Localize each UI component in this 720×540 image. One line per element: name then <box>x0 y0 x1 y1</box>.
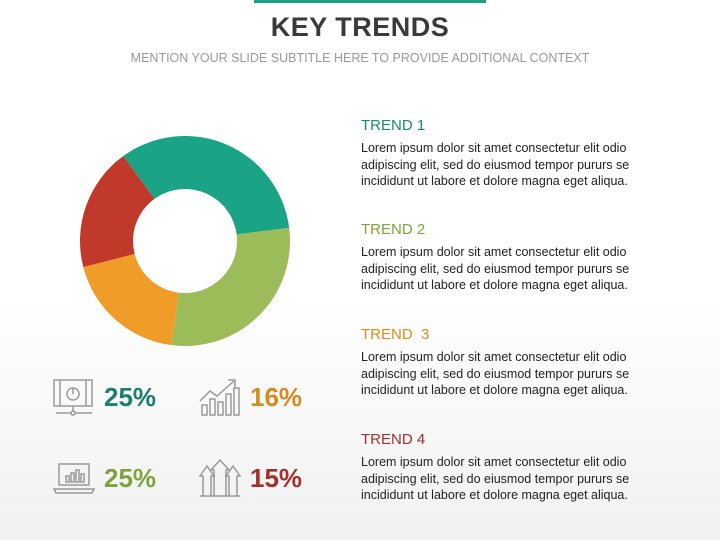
growth-chart-icon <box>199 379 240 416</box>
trend-body-2: Lorem ipsum dolor sit amet consectetur e… <box>361 245 630 292</box>
trend-item-1: TREND 1 Lorem ipsum dolor sit amet conse… <box>361 117 681 190</box>
trend-body-3: Lorem ipsum dolor sit amet consectetur e… <box>361 350 630 397</box>
trend-heading-4: TREND 4 <box>361 431 426 448</box>
stat-value-3: 25% <box>104 462 157 493</box>
slide-subtitle: MENTION YOUR SLIDE SUBTITLE HERE TO PROV… <box>130 51 590 65</box>
trend-heading-1: TREND 1 <box>361 117 426 134</box>
trend-item-3: TREND 3 Lorem ipsum dolor sit amet conse… <box>361 326 681 399</box>
trend-heading-2: TREND 2 <box>361 221 426 238</box>
slide-title: KEY TRENDS <box>270 12 450 42</box>
trend-body-1: Lorem ipsum dolor sit amet consectetur e… <box>361 141 630 188</box>
stat-item-1: 25% <box>52 377 156 417</box>
stat-value-4: 15% <box>250 462 303 493</box>
donut-slice-3 <box>83 253 179 346</box>
trend-body-4: Lorem ipsum dolor sit amet consectetur e… <box>361 455 630 502</box>
rising-arrows-icon <box>198 458 242 497</box>
stat-item-4: 15% <box>198 458 302 498</box>
stat-value-2: 16% <box>250 381 303 412</box>
stat-item-2: 16% <box>198 377 302 417</box>
stat-item-3: 25% <box>52 458 156 498</box>
title-accent-bar <box>254 0 486 3</box>
donut-slice-2 <box>171 227 290 346</box>
donut-chart <box>80 136 290 346</box>
laptop-chart-icon <box>52 463 96 494</box>
donut-slice-4 <box>80 156 155 268</box>
stat-value-1: 25% <box>104 381 157 412</box>
donut-slice-1 <box>123 136 290 235</box>
trend-item-4: TREND 4 Lorem ipsum dolor sit amet conse… <box>361 431 681 504</box>
trend-item-2: TREND 2 Lorem ipsum dolor sit amet conse… <box>361 221 681 294</box>
trend-heading-3: TREND 3 <box>361 326 430 343</box>
dashboard-monitor-icon <box>53 379 93 416</box>
